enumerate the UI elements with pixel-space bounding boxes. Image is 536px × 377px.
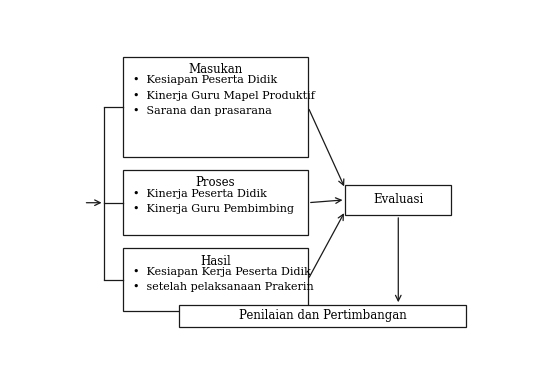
Text: •  Kesiapan Peserta Didik: • Kesiapan Peserta Didik — [133, 75, 278, 86]
Text: Evaluasi: Evaluasi — [373, 193, 423, 206]
Text: Penilaian dan Pertimbangan: Penilaian dan Pertimbangan — [239, 310, 406, 322]
Text: •  Kinerja Peserta Didik: • Kinerja Peserta Didik — [133, 188, 267, 199]
Text: •  Kesiapan Kerja Peserta Didik: • Kesiapan Kerja Peserta Didik — [133, 267, 311, 277]
Text: •  Kinerja Guru Mapel Produktif: • Kinerja Guru Mapel Produktif — [133, 90, 315, 101]
Bar — [179, 305, 466, 327]
Text: Hasil: Hasil — [200, 255, 231, 268]
Text: Masukan: Masukan — [188, 63, 243, 76]
Bar — [123, 170, 308, 235]
Bar — [123, 57, 308, 157]
Text: •  Sarana dan prasarana: • Sarana dan prasarana — [133, 106, 272, 116]
Text: •  setelah pelaksanaan Prakerin: • setelah pelaksanaan Prakerin — [133, 282, 314, 292]
Bar — [345, 185, 451, 215]
Text: •  Kinerja Guru Pembimbing: • Kinerja Guru Pembimbing — [133, 204, 294, 214]
Text: Proses: Proses — [196, 176, 235, 190]
Bar — [123, 248, 308, 311]
